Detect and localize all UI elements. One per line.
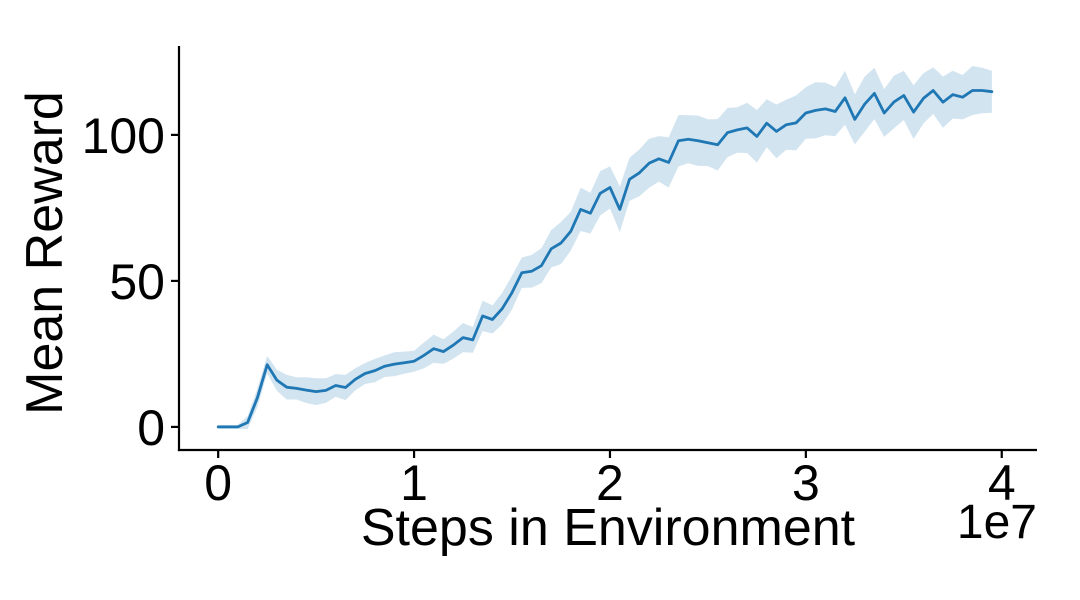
y-tick-label-0: 0 — [137, 400, 165, 456]
x-axis-offset-label: 1e7 — [957, 496, 1037, 549]
x-tick-label-1: 1 — [400, 455, 428, 511]
x-axis-ticks: 0 1 2 3 4 — [204, 450, 1016, 511]
x-tick-label-2: 2 — [596, 455, 624, 511]
x-tick-label-4: 4 — [988, 455, 1016, 511]
y-axis-ticks: 0 50 100 — [82, 108, 179, 456]
y-tick-label-50: 50 — [109, 254, 165, 310]
y-tick-label-100: 100 — [82, 108, 165, 164]
x-tick-label-3: 3 — [792, 455, 820, 511]
confidence-band — [218, 66, 992, 429]
x-tick-label-0: 0 — [204, 455, 232, 511]
mean-reward-line — [216, 89, 994, 429]
y-axis-label: Mean Reward — [16, 91, 74, 415]
x-axis-label: Steps in Environment — [361, 499, 856, 557]
